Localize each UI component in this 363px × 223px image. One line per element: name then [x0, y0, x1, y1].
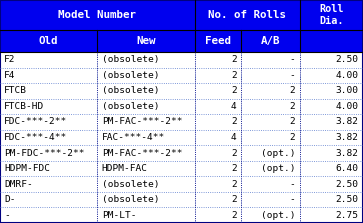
Text: (obsolete): (obsolete) — [102, 102, 159, 111]
Text: 3.82: 3.82 — [336, 149, 359, 157]
Text: 2: 2 — [231, 71, 237, 80]
Bar — [97, 30, 195, 52]
Bar — [0, 30, 97, 52]
Bar — [0, 99, 363, 114]
Text: 6.40: 6.40 — [336, 164, 359, 173]
Text: 4.00: 4.00 — [336, 71, 359, 80]
Bar — [0, 161, 363, 176]
Text: D-: D- — [4, 195, 16, 204]
Text: DMRF-: DMRF- — [4, 180, 33, 189]
Text: -: - — [290, 55, 295, 64]
Text: (opt.): (opt.) — [261, 211, 295, 220]
Bar — [0, 192, 363, 207]
Bar — [0, 176, 363, 192]
Text: PM-FAC-***-2**: PM-FAC-***-2** — [102, 149, 182, 157]
Text: 2: 2 — [290, 86, 295, 95]
Text: (obsolete): (obsolete) — [102, 195, 159, 204]
Bar — [0, 68, 363, 83]
Text: F4: F4 — [4, 71, 16, 80]
Text: HDPM-FAC: HDPM-FAC — [102, 164, 148, 173]
Text: PM-LT-: PM-LT- — [102, 211, 136, 220]
Text: FDC-***-4**: FDC-***-4** — [4, 133, 68, 142]
Bar — [300, 0, 363, 30]
Text: FAC-***-4**: FAC-***-4** — [102, 133, 165, 142]
Bar — [0, 83, 363, 99]
Text: New: New — [136, 36, 156, 46]
Bar — [0, 145, 363, 161]
Text: -: - — [290, 71, 295, 80]
Bar — [195, 0, 300, 30]
Text: (opt.): (opt.) — [261, 149, 295, 157]
Text: 2: 2 — [231, 195, 237, 204]
Text: -: - — [4, 211, 10, 220]
Text: 2.50: 2.50 — [336, 180, 359, 189]
Text: (obsolete): (obsolete) — [102, 86, 159, 95]
Text: FTCB-HD: FTCB-HD — [4, 102, 45, 111]
Text: F2: F2 — [4, 55, 16, 64]
Bar — [300, 30, 363, 52]
Text: (obsolete): (obsolete) — [102, 71, 159, 80]
Bar — [0, 52, 363, 68]
Text: 2.50: 2.50 — [336, 195, 359, 204]
Text: 4.00: 4.00 — [336, 102, 359, 111]
Text: PM-FDC-***-2**: PM-FDC-***-2** — [4, 149, 85, 157]
Bar — [0, 0, 195, 30]
Text: 2: 2 — [231, 211, 237, 220]
Text: Old: Old — [39, 36, 58, 46]
Text: 4: 4 — [231, 133, 237, 142]
Text: FDC-***-2**: FDC-***-2** — [4, 118, 68, 126]
Text: 2: 2 — [231, 86, 237, 95]
Text: 2: 2 — [231, 164, 237, 173]
Text: Model Number: Model Number — [58, 10, 136, 20]
Text: 2: 2 — [231, 55, 237, 64]
Text: (opt.): (opt.) — [261, 164, 295, 173]
Text: HDPM-FDC: HDPM-FDC — [4, 164, 50, 173]
Text: 3.00: 3.00 — [336, 86, 359, 95]
Text: No. of Rolls: No. of Rolls — [208, 10, 286, 20]
Bar — [0, 207, 363, 223]
Bar — [195, 30, 241, 52]
Text: 2: 2 — [290, 102, 295, 111]
Text: 2: 2 — [231, 149, 237, 157]
Text: FTCB: FTCB — [4, 86, 27, 95]
Bar — [241, 30, 300, 52]
Text: 2: 2 — [290, 133, 295, 142]
Text: 2: 2 — [231, 180, 237, 189]
Text: 4: 4 — [231, 102, 237, 111]
Text: -: - — [290, 195, 295, 204]
Text: 2: 2 — [290, 118, 295, 126]
Text: 3.82: 3.82 — [336, 118, 359, 126]
Text: Roll
Dia.: Roll Dia. — [319, 4, 344, 26]
Text: 3.82: 3.82 — [336, 133, 359, 142]
Bar — [0, 114, 363, 130]
Text: 2.50: 2.50 — [336, 55, 359, 64]
Text: PM-FAC-***-2**: PM-FAC-***-2** — [102, 118, 182, 126]
Bar — [0, 130, 363, 145]
Text: Feed: Feed — [205, 36, 231, 46]
Text: (obsolete): (obsolete) — [102, 55, 159, 64]
Text: 2.75: 2.75 — [336, 211, 359, 220]
Text: 2: 2 — [231, 118, 237, 126]
Text: -: - — [290, 180, 295, 189]
Text: (obsolete): (obsolete) — [102, 180, 159, 189]
Text: A/B: A/B — [261, 36, 280, 46]
